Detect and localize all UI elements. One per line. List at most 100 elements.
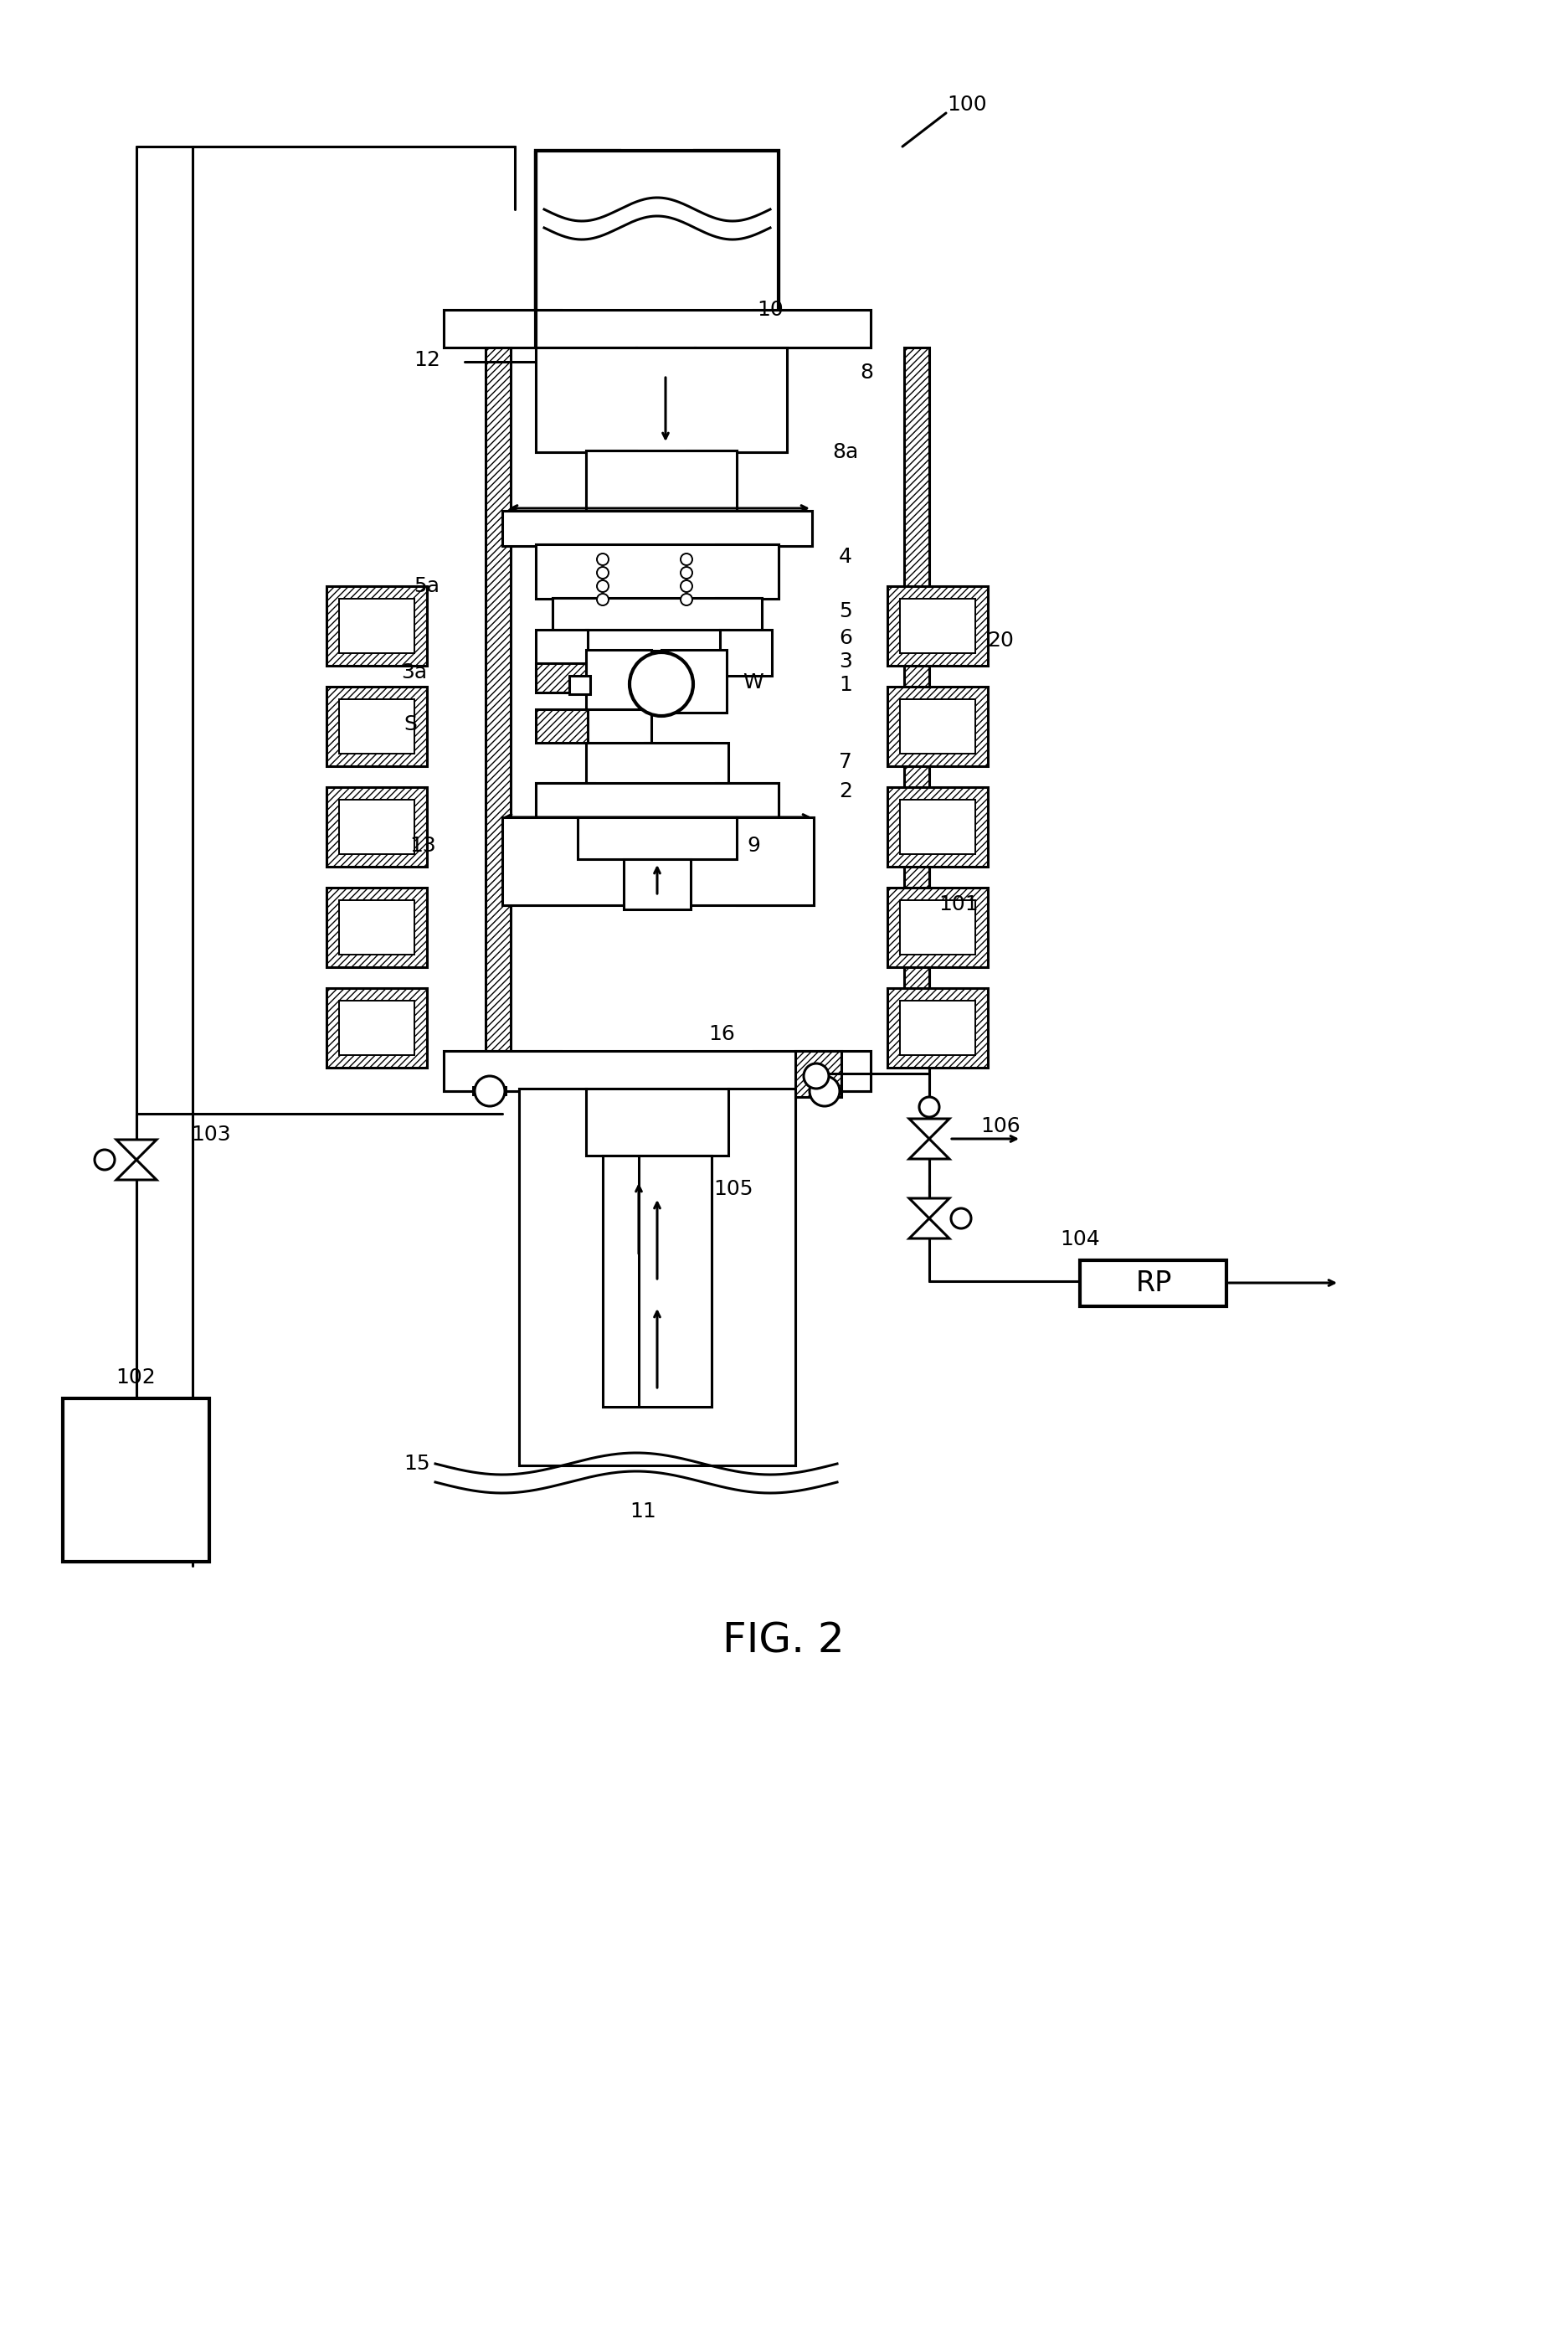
Circle shape [597, 580, 608, 592]
Bar [1080, 1261, 1226, 1305]
Circle shape [629, 653, 693, 716]
Bar [644, 742, 712, 784]
Text: 10: 10 [757, 301, 784, 319]
Bar [444, 310, 561, 348]
Bar [887, 787, 988, 866]
Bar [519, 1089, 586, 1465]
Text: 5: 5 [839, 601, 851, 622]
Bar [905, 348, 930, 1052]
Bar [715, 599, 762, 629]
Bar [536, 150, 619, 315]
Bar [586, 451, 637, 512]
Bar [754, 310, 870, 348]
Bar [887, 888, 988, 967]
Circle shape [681, 566, 693, 578]
Bar [536, 629, 588, 676]
Text: W: W [743, 672, 764, 693]
Bar [715, 782, 779, 817]
Bar [536, 348, 637, 453]
Bar [637, 348, 695, 514]
Bar [624, 859, 690, 909]
Text: 13: 13 [409, 836, 436, 855]
Bar [602, 1155, 712, 1406]
Text: 4: 4 [839, 547, 853, 566]
Bar [720, 629, 771, 676]
Bar [715, 545, 779, 599]
Circle shape [952, 1209, 971, 1228]
Bar [900, 899, 975, 956]
Text: 6: 6 [839, 627, 853, 648]
Bar [536, 782, 779, 817]
Bar [586, 629, 728, 650]
Bar [795, 1052, 842, 1097]
Polygon shape [909, 1118, 949, 1139]
Text: 8a: 8a [833, 441, 859, 463]
Bar [502, 512, 577, 547]
Polygon shape [116, 1139, 157, 1160]
Bar [339, 700, 414, 754]
Polygon shape [909, 1197, 949, 1219]
Circle shape [597, 594, 608, 606]
Bar [900, 1000, 975, 1054]
Bar [519, 1089, 795, 1465]
Polygon shape [909, 1139, 949, 1160]
Bar [536, 545, 599, 599]
Bar [326, 787, 426, 866]
Text: 3: 3 [839, 650, 851, 672]
Text: 15: 15 [403, 1453, 430, 1475]
Bar [536, 150, 779, 315]
Bar [536, 348, 787, 453]
Bar [602, 1155, 712, 1406]
Polygon shape [116, 1160, 157, 1179]
Bar [63, 1399, 209, 1561]
Bar [737, 512, 812, 547]
Bar [900, 700, 975, 754]
Circle shape [681, 554, 693, 566]
Bar [900, 599, 975, 653]
Bar [339, 899, 414, 956]
Bar [502, 512, 812, 547]
Bar [586, 650, 651, 711]
Bar [586, 742, 728, 784]
Bar [339, 599, 414, 653]
Bar [339, 1000, 414, 1054]
Text: 101: 101 [939, 895, 978, 913]
Text: RP: RP [1135, 1268, 1171, 1296]
Text: 104: 104 [1060, 1230, 1099, 1249]
Polygon shape [909, 1219, 949, 1237]
Circle shape [597, 554, 608, 566]
Bar [536, 709, 588, 742]
Bar [326, 686, 426, 765]
Circle shape [919, 1097, 939, 1118]
Bar [552, 599, 762, 629]
Bar [536, 662, 586, 693]
Text: 11: 11 [630, 1500, 657, 1522]
Text: 16: 16 [709, 1024, 735, 1045]
Text: 12: 12 [414, 350, 441, 371]
Circle shape [681, 594, 693, 606]
Bar [586, 451, 737, 512]
Bar [737, 817, 814, 906]
Bar [900, 801, 975, 855]
Text: 3a: 3a [401, 662, 428, 683]
Bar [887, 686, 988, 765]
Text: S: S [403, 714, 417, 735]
Text: 7: 7 [839, 751, 851, 772]
Text: 9: 9 [746, 836, 760, 855]
Text: 5a: 5a [414, 575, 441, 596]
Bar [577, 817, 737, 859]
Bar [695, 150, 779, 315]
Text: 2: 2 [839, 782, 853, 801]
Circle shape [681, 580, 693, 592]
Bar [326, 888, 426, 967]
Text: 102: 102 [116, 1367, 155, 1388]
Bar [728, 1089, 795, 1465]
Bar [536, 545, 779, 599]
Bar [502, 817, 814, 906]
Text: 1: 1 [839, 674, 851, 695]
Bar [569, 676, 590, 695]
Bar [887, 587, 988, 667]
Text: 103: 103 [191, 1125, 230, 1146]
Bar [474, 1087, 506, 1094]
Bar [444, 1052, 561, 1092]
